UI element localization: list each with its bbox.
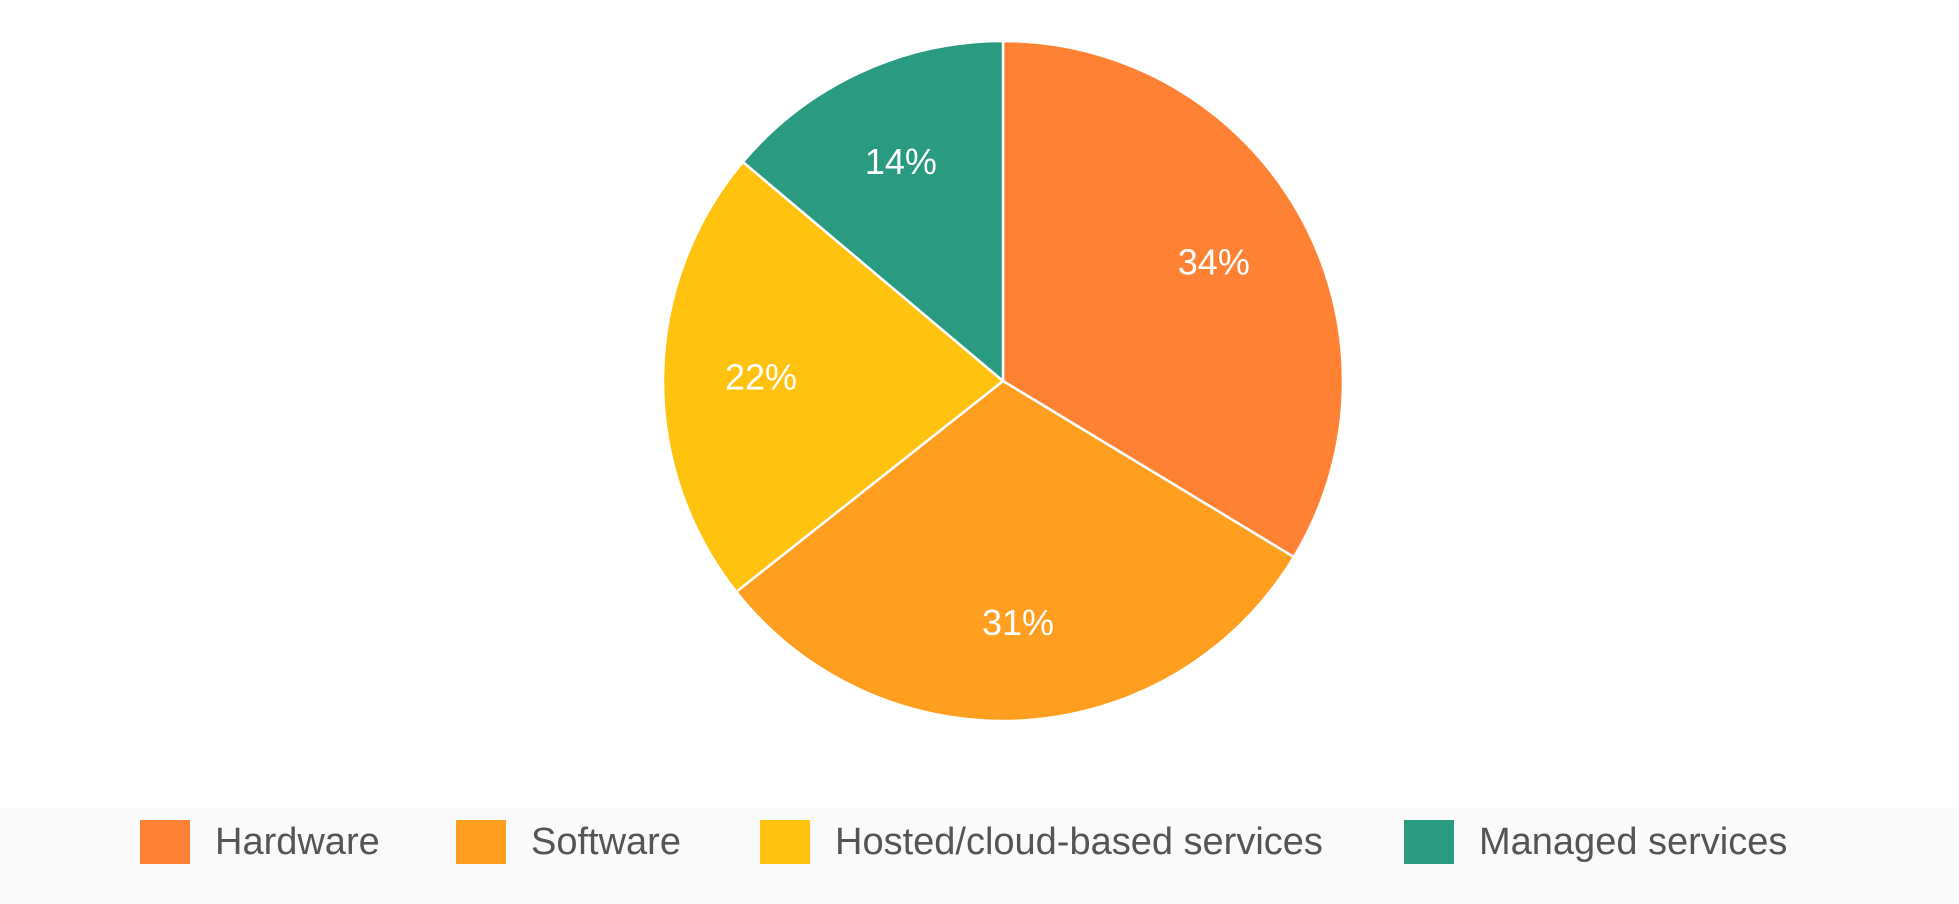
data-label-hardware: 34% (1178, 242, 1250, 283)
data-label-hosted-cloud-services: 22% (725, 357, 797, 398)
pie-slice-managed-services (741, 39, 1005, 383)
pie-slice-software (734, 379, 1296, 723)
legend-item-hosted-cloud-services: Hosted/cloud-based services (760, 818, 1323, 866)
pie-chart-plot: 34% 31% 22% 14% (661, 39, 1345, 723)
legend-item-software: Software (456, 818, 681, 866)
data-label-software: 31% (982, 602, 1054, 643)
legend-label-software: Software (531, 820, 681, 863)
legend-label-hardware: Hardware (215, 820, 380, 863)
legend-swatch-managed-services (1404, 820, 1454, 864)
legend-label-hosted-cloud-services: Hosted/cloud-based services (835, 820, 1323, 863)
legend-swatch-software (456, 820, 506, 864)
legend-swatch-hosted-cloud-services (760, 820, 810, 864)
data-label-managed-services: 14% (865, 141, 937, 182)
legend-item-hardware: Hardware (140, 818, 380, 866)
pie-slice-hardware (1001, 39, 1345, 559)
chart-legend: Hardware Software Hosted/cloud-based ser… (0, 808, 1959, 904)
legend-item-managed-services: Managed services (1404, 818, 1787, 866)
legend-label-managed-services: Managed services (1479, 820, 1788, 863)
legend-swatch-hardware (140, 820, 190, 864)
pie-slice-hosted-cloud-services (661, 160, 1005, 594)
